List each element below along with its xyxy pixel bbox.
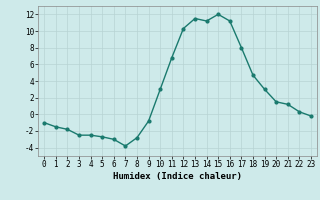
X-axis label: Humidex (Indice chaleur): Humidex (Indice chaleur): [113, 172, 242, 181]
